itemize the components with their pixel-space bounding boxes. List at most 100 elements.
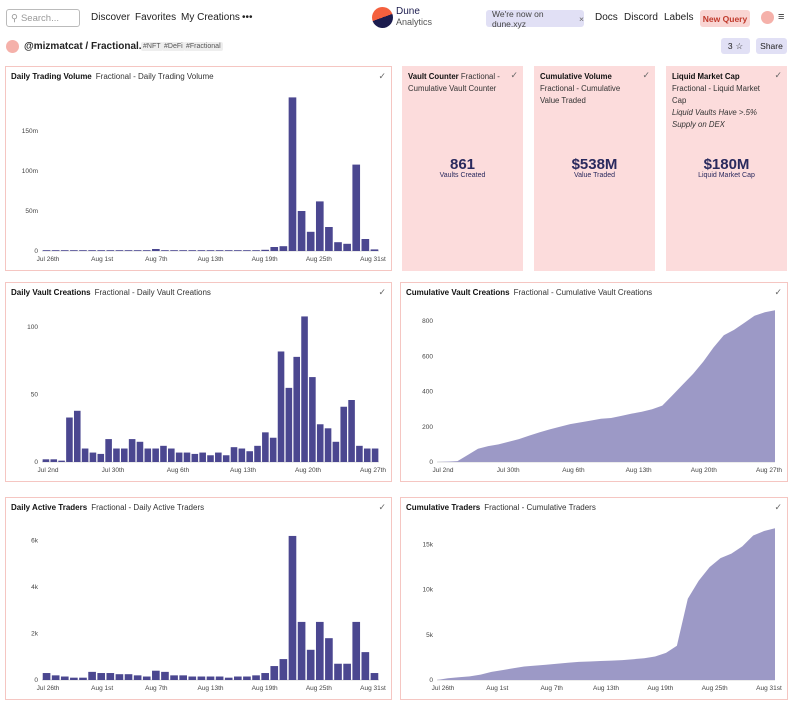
more-icon[interactable]: •••	[242, 12, 253, 23]
x-tick-label: Aug 7th	[145, 685, 168, 692]
bar	[233, 676, 242, 680]
dashboard-header: @mizmatcat / Fractional.Art #NFT #DeFi #…	[0, 37, 793, 57]
y-tick-label: 100	[27, 324, 38, 331]
panel-subtitle: Fractional - Cumulative Vault Creations	[513, 288, 653, 297]
bar	[160, 445, 167, 462]
bar	[60, 250, 69, 251]
bar	[352, 621, 361, 680]
bar	[361, 239, 370, 251]
bar	[168, 448, 175, 462]
search-input[interactable]: ⚲ Search...	[6, 9, 80, 27]
bar	[238, 448, 246, 462]
bar	[348, 400, 355, 462]
chart-daily-trading-volume: 0 50m 100m 150m Jul 26th Aug 1st Aug 7th Aug 13…	[22, 97, 386, 263]
bar	[206, 676, 215, 680]
tag-nft[interactable]: #NFT	[141, 42, 163, 51]
star-button[interactable]: 3 ☆	[721, 38, 750, 54]
bar	[297, 211, 306, 251]
bar	[73, 410, 81, 462]
bar	[42, 250, 51, 251]
bar	[262, 432, 269, 462]
x-tick-label: Aug 25th	[306, 256, 332, 263]
y-tick-label: 6k	[31, 538, 39, 545]
notice-banner[interactable]: We're now on dune.xyz ×	[486, 9, 584, 29]
bar	[224, 677, 233, 680]
check-icon[interactable]: ✓	[642, 70, 650, 80]
x-tick-label: Aug 13th	[626, 467, 652, 474]
brand[interactable]: Dune Analytics	[396, 7, 433, 28]
x-tick-label: Aug 1st	[91, 256, 113, 263]
bar	[288, 535, 297, 680]
new-query-button[interactable]: New Query	[700, 10, 750, 27]
tag-fractional[interactable]: #Fractional	[184, 42, 223, 51]
bar	[191, 453, 199, 462]
x-tick-label: Aug 6th	[167, 467, 190, 474]
bar	[88, 671, 96, 680]
panel-title-main: Daily Vault Creations	[11, 288, 91, 297]
counter-label: Value Traded	[573, 172, 616, 179]
author-avatar[interactable]	[6, 40, 19, 53]
menu-icon[interactable]: ≡	[778, 11, 785, 23]
counter-title-main: Vault Counter	[408, 72, 459, 81]
x-tick-label: Aug 27th	[756, 467, 782, 474]
bar	[128, 439, 136, 462]
check-icon[interactable]: ✓	[378, 502, 386, 512]
panel-daily-trading-volume: Daily Trading Volume Fractional - Daily T…	[5, 66, 392, 271]
bar	[324, 428, 332, 462]
check-icon[interactable]: ✓	[774, 287, 782, 297]
bar	[70, 250, 78, 251]
counter-title: Vault Counter Fractional - Cumulative Va…	[408, 71, 505, 95]
bar	[175, 452, 183, 462]
x-tick-label: Aug 1st	[486, 685, 508, 692]
x-tick-label: Aug 31st	[360, 256, 386, 263]
check-icon[interactable]: ✓	[378, 71, 386, 81]
bar	[363, 448, 371, 462]
bar	[170, 250, 178, 251]
bar	[315, 201, 324, 251]
x-tick-label: Aug 25th	[306, 685, 332, 692]
bar	[361, 652, 370, 680]
area-series	[437, 310, 775, 462]
bar	[79, 250, 87, 251]
counter-value: 861	[449, 156, 476, 173]
nav-discord[interactable]: Discord	[624, 12, 658, 23]
bar	[97, 673, 106, 680]
bar	[70, 677, 78, 680]
panel-title-main: Daily Active Traders	[11, 503, 88, 512]
bar	[66, 417, 73, 462]
share-button[interactable]: Share	[756, 38, 787, 54]
bar	[152, 448, 159, 462]
bar	[133, 250, 142, 251]
panel-title-main: Daily Trading Volume	[11, 72, 92, 81]
counter-liquid-market-cap: Liquid Market Cap Fractional - Liquid Ma…	[666, 66, 787, 271]
nav-labels[interactable]: Labels	[664, 12, 694, 23]
star-icon: ☆	[735, 40, 744, 51]
brand-line2: Analytics	[396, 17, 433, 27]
x-tick-label: Aug 13th	[593, 685, 619, 692]
panel-title-main: Cumulative Traders	[406, 503, 481, 512]
y-tick-label: 0	[429, 459, 433, 466]
x-tick-label: Jul 30th	[102, 467, 125, 474]
check-icon[interactable]: ✓	[378, 287, 386, 297]
check-icon[interactable]: ✓	[774, 502, 782, 512]
y-tick-label: 400	[422, 389, 433, 396]
tag-defi[interactable]: #DeFi	[162, 42, 185, 51]
nav-favorites[interactable]: Favorites	[135, 12, 177, 23]
nav-discover[interactable]: Discover	[91, 12, 130, 23]
close-icon[interactable]: ×	[579, 13, 584, 24]
panel-subtitle: Fractional - Daily Trading Volume	[95, 72, 214, 81]
nav-my-creations[interactable]: My Creations	[181, 12, 240, 23]
y-tick-label: 150m	[22, 128, 38, 135]
bar	[252, 250, 260, 251]
nav-docs[interactable]: Docs	[595, 12, 618, 23]
bar	[188, 250, 197, 251]
bar	[230, 447, 238, 462]
user-avatar[interactable]	[761, 11, 774, 24]
dune-logo-icon[interactable]	[372, 7, 393, 28]
bar	[215, 676, 224, 680]
check-icon[interactable]: ✓	[510, 70, 518, 80]
bar	[356, 445, 363, 462]
counter-label: Vaults Created	[439, 172, 486, 179]
check-icon[interactable]: ✓	[774, 70, 782, 80]
bar	[233, 250, 242, 251]
